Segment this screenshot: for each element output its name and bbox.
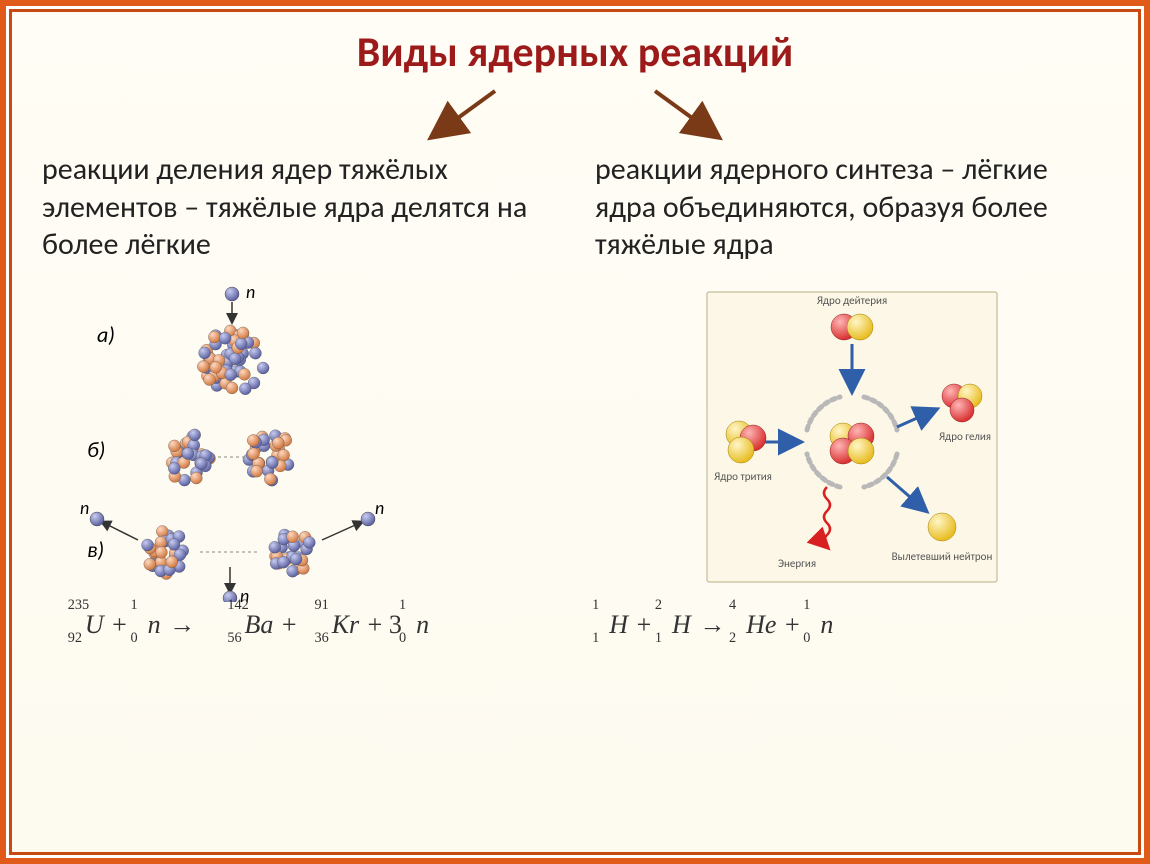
fission-text: реакции деления ядер тяжёлых элементов –… bbox=[42, 151, 555, 264]
title-arrows bbox=[42, 86, 1108, 141]
fission-diagram: а) n б) в) bbox=[42, 282, 555, 602]
arrow-left-icon bbox=[425, 86, 505, 141]
col-fission: реакции деления ядер тяжёлых элементов –… bbox=[42, 151, 555, 640]
fusion-diagram: Ядро дейтерия Ядро трития bbox=[595, 282, 1108, 602]
neutron-label: n bbox=[246, 282, 255, 303]
stage-b-label: б) bbox=[87, 436, 105, 463]
nucleus-big bbox=[197, 324, 269, 394]
fusion-text: реакции ядерного синтеза – лёгкие ядра о… bbox=[595, 151, 1108, 264]
outer-frame: Виды ядерных реакций реакции деления яде… bbox=[0, 0, 1150, 864]
fission-equation: 23592U + 10n → 14256Ba + 9136Kr + 310n bbox=[42, 610, 555, 640]
arrow-right-icon bbox=[645, 86, 725, 141]
svg-text:Ядро трития: Ядро трития bbox=[714, 470, 772, 483]
emitted-neutron bbox=[928, 513, 956, 541]
columns: реакции деления ядер тяжёлых элементов –… bbox=[42, 151, 1108, 640]
svg-text:Ядро дейтерия: Ядро дейтерия bbox=[816, 294, 886, 307]
inner-frame: Виды ядерных реакций реакции деления яде… bbox=[9, 9, 1141, 855]
col-fusion: реакции ядерного синтеза – лёгкие ядра о… bbox=[595, 151, 1108, 640]
page-title: Виды ядерных реакций bbox=[42, 27, 1108, 78]
svg-text:Энергия: Энергия bbox=[777, 557, 815, 570]
svg-text:n: n bbox=[80, 497, 89, 519]
stage-a-label: а) bbox=[97, 321, 115, 348]
svg-text:Ядро гелия: Ядро гелия bbox=[938, 430, 990, 443]
compound-nucleus bbox=[830, 423, 874, 464]
stage-c-label: в) bbox=[87, 536, 104, 563]
fusion-equation: 11H + 21H → 42He + 10n bbox=[595, 610, 1108, 640]
svg-text:Вылетевший нейтрон: Вылетевший нейтрон bbox=[891, 550, 992, 563]
svg-text:n: n bbox=[375, 497, 384, 519]
deuterium-nucleus bbox=[831, 314, 873, 340]
